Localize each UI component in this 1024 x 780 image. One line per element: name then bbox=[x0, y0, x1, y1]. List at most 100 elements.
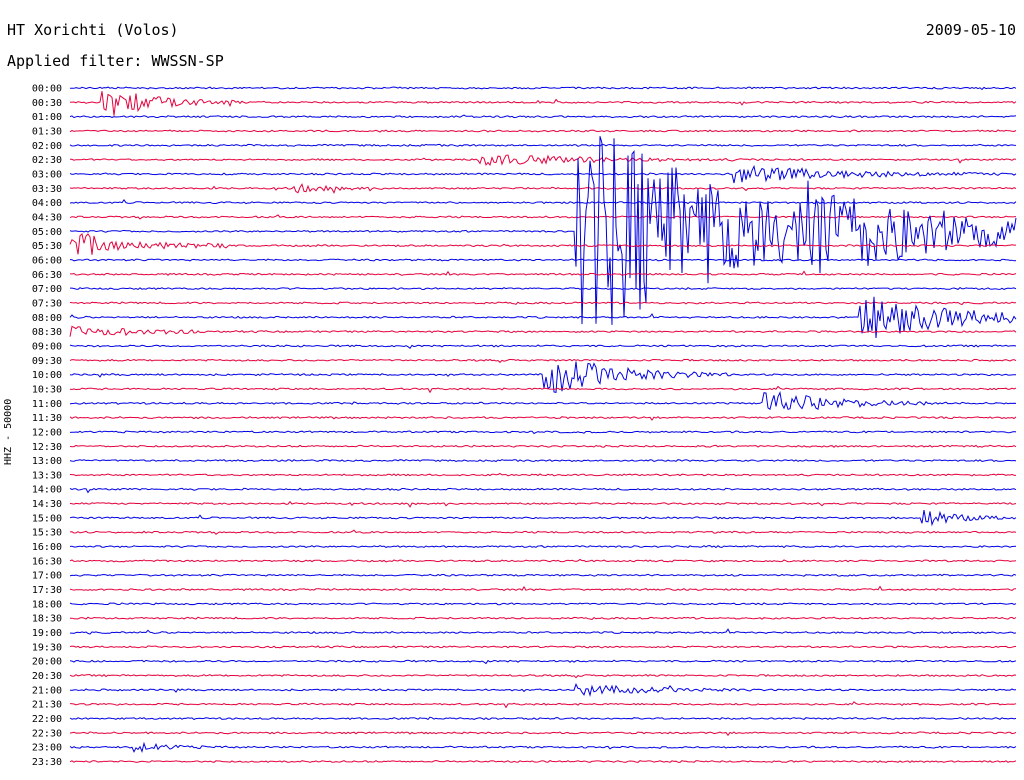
row-time-label: 23:30 bbox=[32, 757, 62, 768]
trace-row-0930 bbox=[69, 358, 1017, 364]
row-time-label: 07:00 bbox=[32, 284, 62, 295]
row-time-label: 04:00 bbox=[32, 198, 62, 209]
trace-row-2130 bbox=[69, 701, 1017, 709]
trace-row-0530 bbox=[69, 233, 1016, 255]
trace-row-2300 bbox=[69, 741, 1017, 753]
row-time-label: 22:00 bbox=[32, 714, 62, 725]
trace-row-0100 bbox=[69, 114, 1017, 119]
row-time-label: 00:30 bbox=[32, 98, 62, 109]
trace-row-1030 bbox=[69, 385, 1017, 394]
row-time-label: 22:30 bbox=[32, 728, 62, 739]
trace-row-1100 bbox=[69, 390, 1017, 410]
trace-row-1830 bbox=[69, 616, 1017, 621]
trace-row-1330 bbox=[69, 472, 1017, 477]
trace-row-1000 bbox=[69, 361, 1016, 394]
row-time-label: 00:00 bbox=[32, 84, 62, 95]
trace-row-1430 bbox=[69, 500, 1017, 508]
row-time-label: 08:00 bbox=[32, 313, 62, 324]
station-title: HT Xorichti (Volos) bbox=[7, 21, 179, 39]
trace-row-1500 bbox=[69, 510, 1017, 527]
row-time-label: 13:00 bbox=[32, 456, 62, 467]
row-time-label: 04:30 bbox=[32, 212, 62, 223]
row-time-label: 09:00 bbox=[32, 341, 62, 352]
row-time-label: 12:30 bbox=[32, 442, 62, 453]
row-time-label: 14:00 bbox=[32, 485, 62, 496]
row-time-label: 03:30 bbox=[32, 184, 62, 195]
row-time-label: 09:30 bbox=[32, 356, 62, 367]
row-time-label: 21:00 bbox=[32, 685, 62, 696]
row-time-label: 15:30 bbox=[32, 528, 62, 539]
row-time-label: 20:00 bbox=[32, 657, 62, 668]
trace-row-0830 bbox=[69, 325, 1017, 337]
trace-row-1600 bbox=[69, 545, 1017, 549]
trace-row-0630 bbox=[69, 270, 1017, 276]
trace-row-0500 bbox=[69, 136, 1017, 325]
row-time-label: 10:30 bbox=[32, 384, 62, 395]
row-time-label: 16:30 bbox=[32, 556, 62, 567]
trace-row-2330 bbox=[69, 759, 1017, 764]
trace-row-2100 bbox=[69, 682, 1017, 697]
trace-row-0330 bbox=[69, 183, 1017, 195]
row-time-label: 19:30 bbox=[32, 642, 62, 653]
trace-row-0730 bbox=[69, 301, 1017, 306]
trace-row-1400 bbox=[69, 487, 1017, 494]
row-time-label: 15:00 bbox=[32, 513, 62, 524]
trace-row-1800 bbox=[69, 602, 1017, 606]
row-time-label: 06:30 bbox=[32, 270, 62, 281]
trace-row-0200 bbox=[69, 143, 1017, 147]
row-time-label: 08:30 bbox=[32, 327, 62, 338]
trace-row-0430 bbox=[69, 214, 1017, 220]
row-time-label: 17:00 bbox=[32, 571, 62, 582]
row-time-label: 10:00 bbox=[32, 370, 62, 381]
row-time-label: 17:30 bbox=[32, 585, 62, 596]
trace-row-1200 bbox=[69, 430, 1017, 435]
trace-row-1930 bbox=[69, 645, 1017, 649]
trace-row-2030 bbox=[69, 674, 1017, 679]
row-time-label: 07:30 bbox=[32, 298, 62, 309]
row-time-label: 16:00 bbox=[32, 542, 62, 553]
row-time-label: 01:30 bbox=[32, 126, 62, 137]
trace-row-0400 bbox=[69, 199, 1017, 205]
trace-row-0600 bbox=[69, 258, 1017, 262]
trace-row-1900 bbox=[70, 628, 1017, 635]
trace-row-1730 bbox=[69, 585, 1017, 592]
row-time-label: 18:00 bbox=[32, 599, 62, 610]
row-time-label: 19:00 bbox=[32, 628, 62, 639]
trace-row-1230 bbox=[69, 444, 1017, 448]
row-time-label: 14:30 bbox=[32, 499, 62, 510]
row-time-label: 18:30 bbox=[32, 614, 62, 625]
trace-row-2000 bbox=[69, 659, 1017, 665]
trace-row-1630 bbox=[69, 558, 1017, 563]
trace-row-1130 bbox=[69, 416, 1017, 421]
trace-row-0000 bbox=[69, 86, 1017, 91]
row-time-label: 05:00 bbox=[32, 227, 62, 238]
trace-row-0230 bbox=[69, 154, 1017, 166]
row-time-label: 06:00 bbox=[32, 255, 62, 266]
row-time-label: 12:00 bbox=[32, 427, 62, 438]
trace-row-2200 bbox=[69, 716, 1017, 721]
row-time-label: 20:30 bbox=[32, 671, 62, 682]
row-time-label: 11:00 bbox=[32, 399, 62, 410]
trace-row-1530 bbox=[69, 529, 1017, 535]
trace-row-1700 bbox=[69, 573, 1017, 577]
trace-row-0900 bbox=[69, 344, 1017, 350]
trace-group bbox=[69, 86, 1017, 764]
trace-row-0130 bbox=[69, 129, 1017, 133]
trace-row-0800 bbox=[69, 296, 1017, 339]
row-time-label: 11:30 bbox=[32, 413, 62, 424]
row-time-label: 02:00 bbox=[32, 141, 62, 152]
trace-row-0030 bbox=[69, 91, 1017, 116]
row-time-label: 21:30 bbox=[32, 700, 62, 711]
row-time-label: 01:00 bbox=[32, 112, 62, 123]
row-time-label: 13:30 bbox=[32, 470, 62, 481]
trace-row-1300 bbox=[69, 459, 1017, 463]
row-time-label: 23:00 bbox=[32, 743, 62, 754]
time-label-group: 00:00 00:30 01:00 01:30 02:00 02:30 03:00 03:30… bbox=[32, 84, 62, 769]
row-time-label: 05:30 bbox=[32, 241, 62, 252]
row-time-label: 02:30 bbox=[32, 155, 62, 166]
date-label: 2009-05-10 bbox=[925, 21, 1016, 39]
trace-row-0300 bbox=[69, 164, 1017, 184]
row-time-label: 03:00 bbox=[32, 169, 62, 180]
filter-label: Applied filter: WWSSN-SP bbox=[7, 52, 224, 70]
